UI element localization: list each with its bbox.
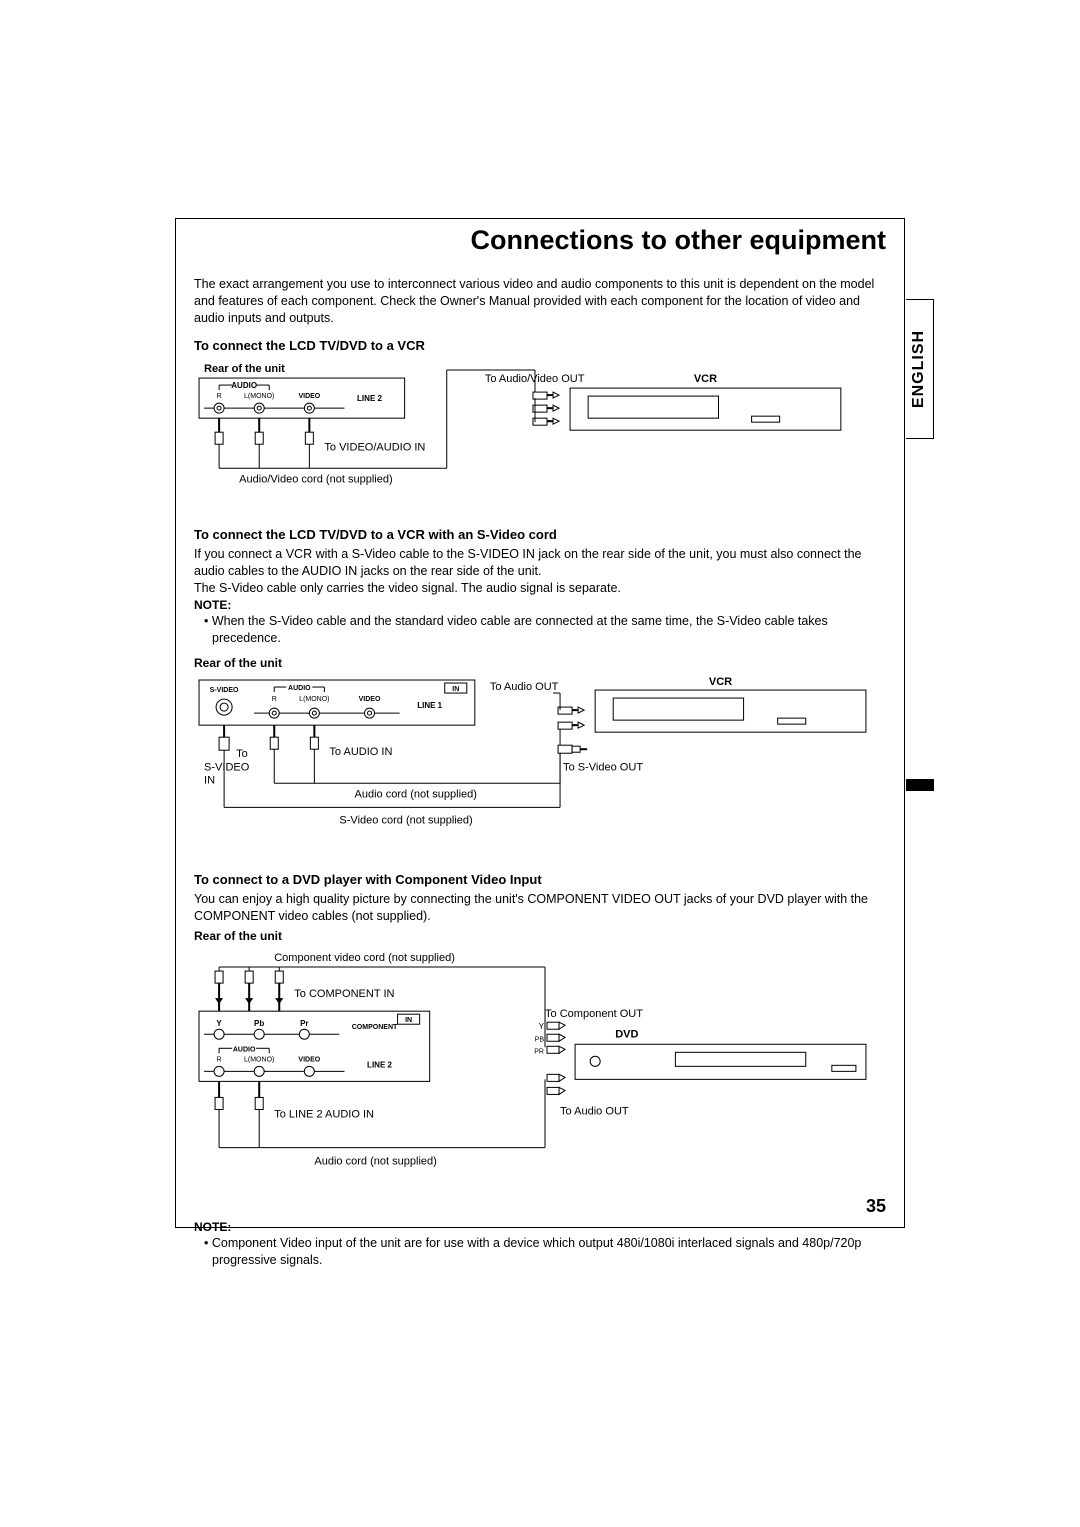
svg-text:To Audio OUT: To Audio OUT (560, 1105, 629, 1117)
svg-text:L(MONO): L(MONO) (299, 696, 329, 703)
section2-note-head: NOTE: (194, 597, 886, 613)
svg-text:To Audio/Video OUT: To Audio/Video OUT (485, 373, 585, 385)
svg-text:S-VIDEO: S-VIDEO (210, 687, 239, 694)
svg-text:Component video cord (not supp: Component video cord (not supplied) (274, 952, 455, 964)
svg-text:Pb: Pb (254, 1019, 264, 1028)
svg-text:PB: PB (535, 1036, 545, 1043)
svg-text:R: R (217, 1056, 222, 1063)
section2-note: • When the S-Video cable and the standar… (204, 613, 886, 647)
svg-text:LINE 2: LINE 2 (367, 1060, 392, 1069)
svg-text:Audio cord (not supplied): Audio cord (not supplied) (354, 788, 476, 800)
svg-text:VIDEO: VIDEO (359, 696, 381, 703)
svg-text:LINE 2: LINE 2 (357, 394, 382, 403)
svg-text:Pr: Pr (300, 1019, 308, 1028)
section3-heading: To connect to a DVD player with Componen… (194, 871, 886, 889)
svg-text:IN: IN (452, 686, 459, 693)
svg-text:To LINE 2 AUDIO IN: To LINE 2 AUDIO IN (274, 1108, 374, 1120)
intro-paragraph: The exact arrangement you use to interco… (194, 276, 886, 327)
svg-text:PR: PR (534, 1048, 544, 1055)
svg-text:L(MONO): L(MONO) (244, 1056, 274, 1063)
svg-text:Audio cord (not supplied): Audio cord (not supplied) (314, 1155, 436, 1167)
svg-text:To Component OUT: To Component OUT (545, 1008, 643, 1020)
side-marker (906, 779, 934, 791)
svg-text:VCR: VCR (694, 373, 717, 385)
svg-text:VIDEO: VIDEO (298, 393, 320, 400)
svg-text:To S-Video OUT: To S-Video OUT (563, 761, 643, 773)
svg-text:IN: IN (405, 1017, 412, 1024)
svg-text:L(MONO): L(MONO) (244, 393, 274, 400)
svg-text:AUDIO: AUDIO (231, 381, 257, 390)
svg-text:To: To (236, 748, 248, 760)
svg-text:VCR: VCR (709, 676, 732, 688)
page-frame: ENGLISH Connections to other equipment T… (175, 218, 905, 1228)
svg-text:To AUDIO IN: To AUDIO IN (329, 746, 392, 758)
diagram-dvd-component: Component video cord (not supplied) To C… (194, 949, 886, 1205)
svg-text:Y: Y (216, 1019, 222, 1028)
svg-text:COMPONENT: COMPONENT (352, 1024, 398, 1031)
diagram-vcr-svideo: S-VIDEO AUDIO R L(MONO) VIDEO IN LINE 1 … (194, 675, 886, 851)
svg-text:AUDIO: AUDIO (288, 685, 311, 692)
page-title: Connections to other equipment (176, 225, 886, 256)
svg-text:IN: IN (204, 774, 215, 786)
svg-text:To Audio OUT: To Audio OUT (490, 681, 559, 693)
svg-text:Y: Y (539, 1022, 545, 1031)
section3-note-head: NOTE: (194, 1219, 886, 1235)
svg-text:DVD: DVD (615, 1028, 638, 1040)
language-tab-label: ENGLISH (911, 330, 929, 408)
section3-rear-label: Rear of the unit (194, 928, 886, 944)
section3-body: You can enjoy a high quality picture by … (194, 891, 886, 925)
vcr-plugs-icon (533, 392, 559, 425)
section2-heading: To connect the LCD TV/DVD to a VCR with … (194, 526, 886, 544)
section2-body2: The S-Video cable only carries the video… (194, 580, 886, 597)
svg-text:LINE 1: LINE 1 (417, 701, 442, 710)
section3-note: • Component Video input of the unit are … (204, 1235, 886, 1269)
diagram-vcr-basic: Rear of the unit AUDIO R L(MONO) VIDEO L… (194, 360, 886, 505)
svg-text:To COMPONENT IN: To COMPONENT IN (294, 988, 394, 1000)
av-plugs-icon (215, 418, 313, 452)
svg-text:AUDIO: AUDIO (233, 1046, 256, 1053)
svg-text:Audio/Video cord (not supplied: Audio/Video cord (not supplied) (239, 474, 393, 486)
svg-text:S-Video cord (not supplied): S-Video cord (not supplied) (339, 814, 472, 826)
page-content: The exact arrangement you use to interco… (176, 266, 904, 1279)
rear-label: Rear of the unit (204, 363, 285, 375)
svg-text:R: R (217, 393, 222, 400)
svg-text:S-VIDEO: S-VIDEO (204, 761, 250, 773)
svg-text:To VIDEO/AUDIO IN: To VIDEO/AUDIO IN (324, 441, 425, 453)
section1-heading: To connect the LCD TV/DVD to a VCR (194, 337, 886, 355)
section2-body1: If you connect a VCR with a S-Video cabl… (194, 546, 886, 580)
language-tab: ENGLISH (906, 299, 934, 439)
page-number: 35 (866, 1196, 886, 1217)
section2-rear-label: Rear of the unit (194, 655, 886, 671)
svg-text:VIDEO: VIDEO (298, 1056, 320, 1063)
svg-text:R: R (272, 696, 277, 703)
